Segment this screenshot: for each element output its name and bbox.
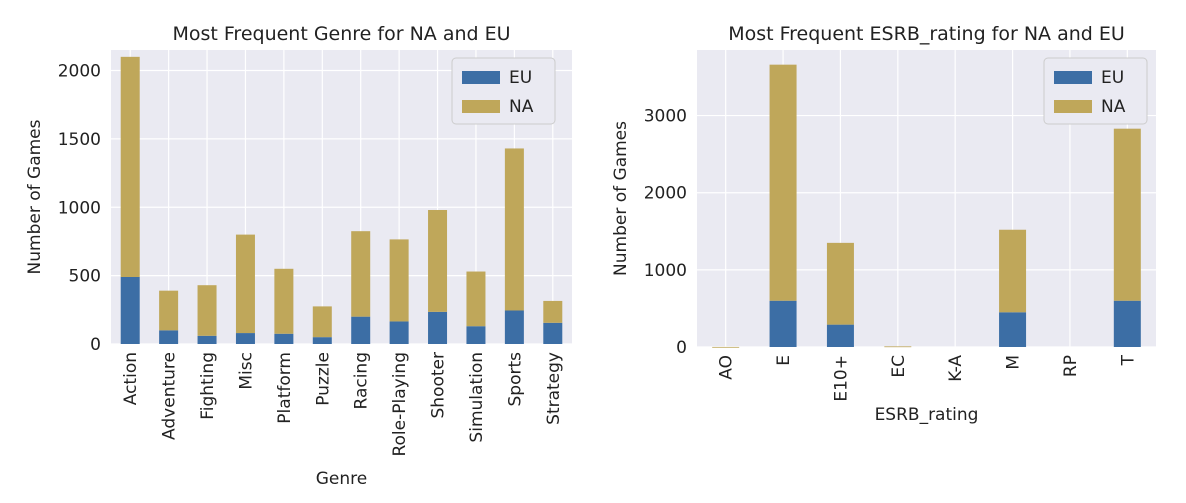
- x-tick-label: Racing: [352, 352, 372, 410]
- bar-na-adventure: [159, 290, 179, 331]
- x-tick-label: Strategy: [544, 352, 564, 425]
- bar-eu-sports: [504, 310, 524, 344]
- y-tick-label: 0: [90, 335, 101, 355]
- bar-na-shooter: [428, 209, 448, 312]
- bar-na-action: [120, 56, 140, 277]
- bar-na-misc: [235, 234, 255, 334]
- bar-na-simulation: [466, 271, 486, 327]
- bar-na-racing: [351, 231, 371, 317]
- legend-swatch-eu: [462, 71, 500, 84]
- x-tick-label: Fighting: [198, 352, 218, 420]
- bar-eu-misc: [235, 333, 255, 344]
- x-tick-label: Misc: [236, 352, 256, 390]
- y-axis-label: Number of Games: [25, 119, 45, 274]
- y-tick-label: 1500: [58, 130, 101, 150]
- x-tick-label: Action: [121, 352, 141, 405]
- bar-eu-action: [120, 276, 140, 344]
- x-tick-label: Role-Playing: [390, 352, 410, 457]
- bar-eu-puzzle: [312, 337, 332, 344]
- bar-eu-platform: [274, 333, 294, 344]
- bar-na-fighting: [197, 285, 217, 336]
- bar-eu-shooter: [428, 311, 448, 344]
- y-tick-label: 1000: [58, 198, 101, 218]
- bar-eu-strategy: [543, 322, 563, 344]
- x-tick-label: Platform: [275, 352, 295, 424]
- bar-eu-role-playing: [389, 321, 409, 344]
- bar-eu-adventure: [159, 330, 179, 344]
- y-tick-label: 2000: [58, 62, 101, 82]
- legend-swatch-na: [462, 100, 500, 113]
- legend: EU NA: [451, 57, 556, 125]
- bar-eu-simulation: [466, 326, 486, 344]
- x-tick-label: Simulation: [467, 352, 487, 443]
- x-tick-label: Puzzle: [313, 352, 333, 406]
- x-tick-label: Shooter: [429, 352, 449, 418]
- bar-eu-racing: [351, 316, 371, 344]
- bar-na-sports: [504, 148, 524, 311]
- bar-na-strategy: [543, 300, 563, 323]
- y-tick-label: 500: [69, 267, 101, 287]
- legend-label: EU: [509, 68, 532, 88]
- x-tick-label: Sports: [505, 352, 525, 407]
- chart-title: Most Frequent Genre for NA and EU: [172, 23, 510, 45]
- bar-na-puzzle: [312, 306, 332, 338]
- x-tick-label: Adventure: [160, 352, 180, 440]
- legend-box: [451, 57, 556, 125]
- x-axis-label: Genre: [316, 469, 367, 489]
- bar-na-platform: [274, 268, 294, 334]
- bar-eu-fighting: [197, 335, 217, 344]
- bar-na-role-playing: [389, 239, 409, 322]
- legend-label: NA: [509, 97, 534, 117]
